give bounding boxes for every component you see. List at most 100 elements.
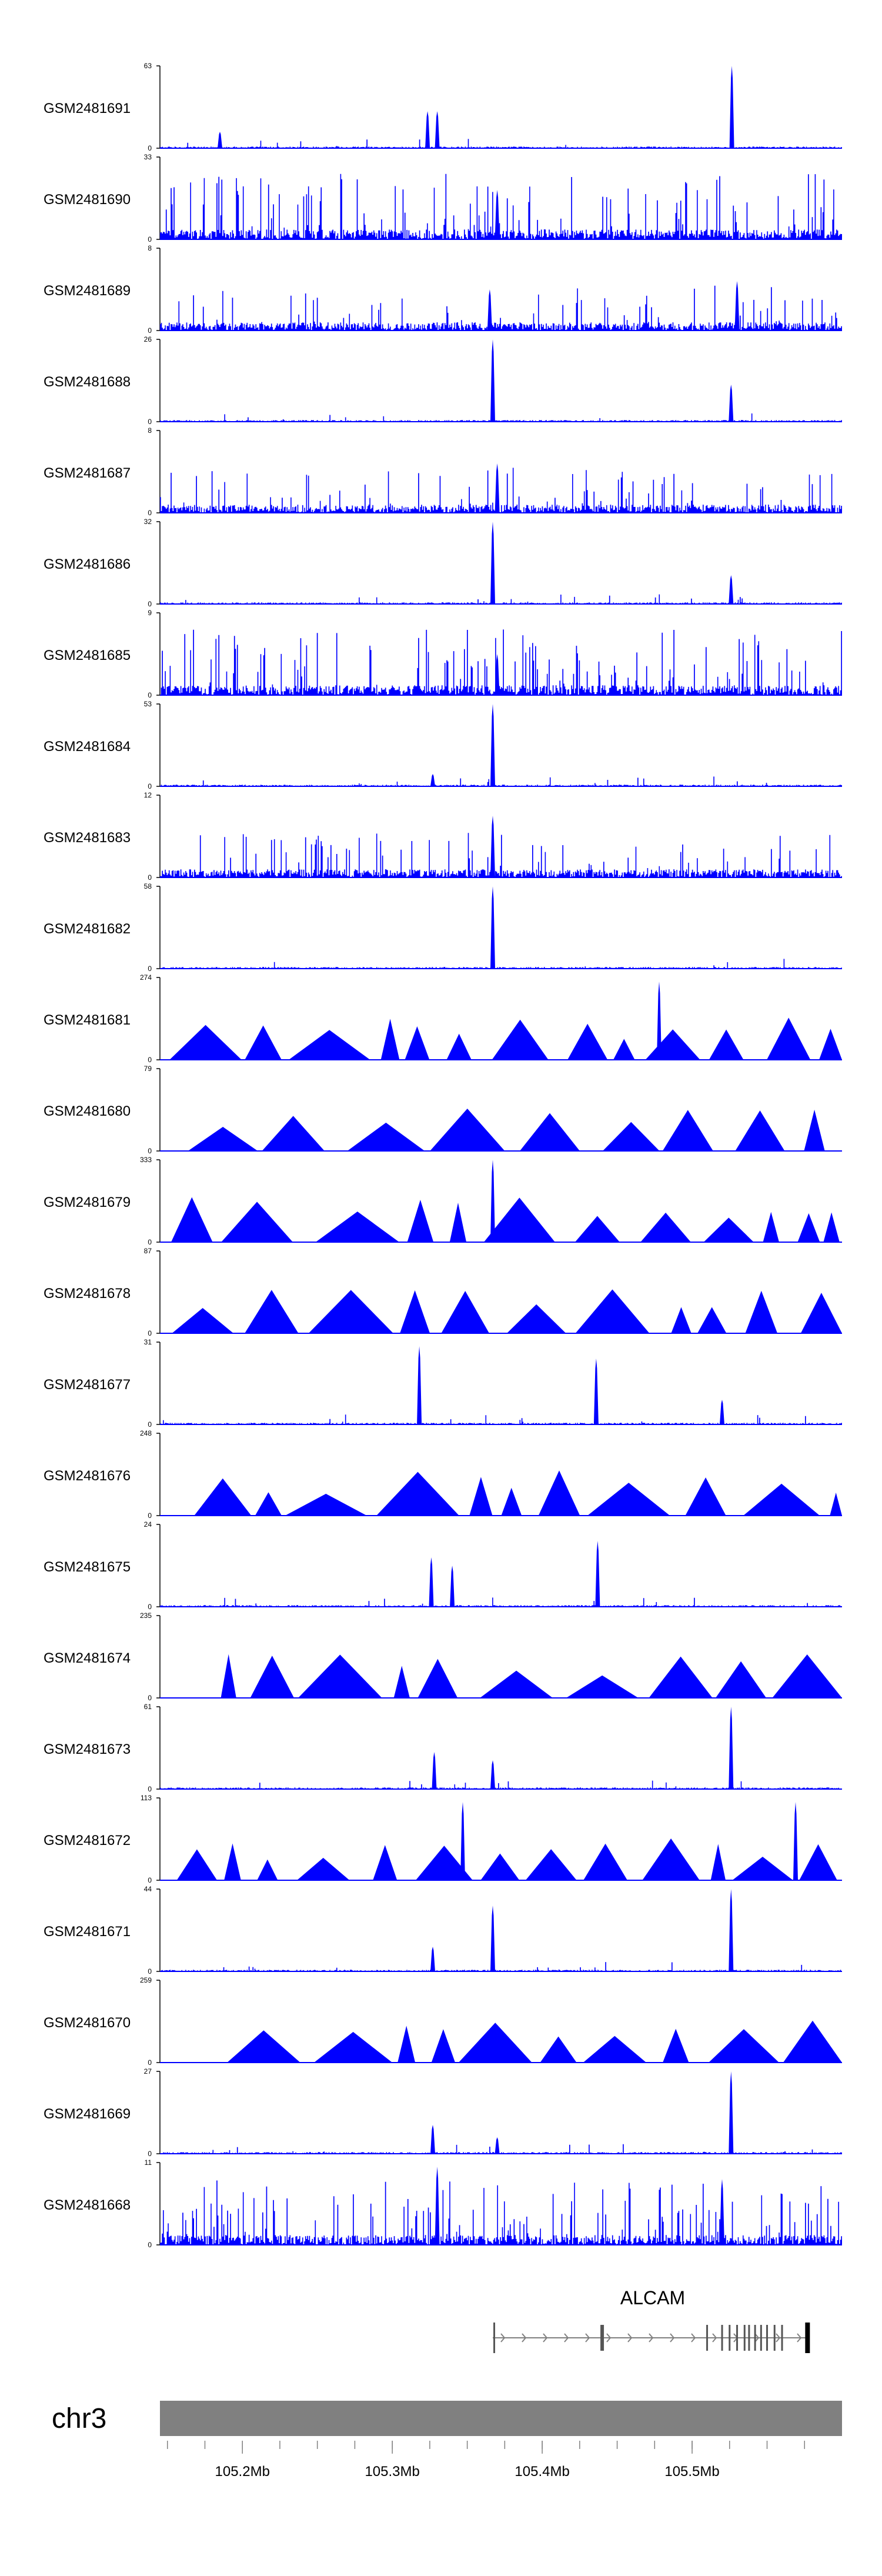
signal-peak xyxy=(490,1906,495,1971)
gene-exon xyxy=(766,2325,769,2351)
y-max-label: 79 xyxy=(144,1065,152,1073)
signal-peak xyxy=(593,1359,599,1424)
signal-peak xyxy=(429,1557,434,1607)
track-label: GSM2481679 xyxy=(44,1194,131,1210)
track-GSM2481684: GSM2481684 53 0 xyxy=(44,700,842,790)
gene-exon xyxy=(754,2325,756,2351)
y-min-label: 0 xyxy=(148,235,152,243)
y-min-label: 0 xyxy=(148,1876,152,1884)
y-min-label: 0 xyxy=(148,691,152,699)
coverage-area xyxy=(160,1962,842,1971)
track-label: GSM2481687 xyxy=(44,465,131,481)
gene-exon xyxy=(773,2325,776,2351)
coverage-area xyxy=(160,1597,842,1607)
signal-peak xyxy=(490,522,495,604)
track-label: GSM2481673 xyxy=(44,1741,131,1757)
track-label: GSM2481684 xyxy=(44,739,131,755)
signal-peak xyxy=(417,1346,422,1424)
strand-arrow xyxy=(670,2333,675,2343)
signal-tracks: GSM2481691630GSM2481690330GSM248168980GS… xyxy=(44,62,843,2249)
track-GSM2481668: GSM2481668 11 0 xyxy=(44,2158,842,2249)
track-label: GSM2481685 xyxy=(44,648,131,663)
signal-peak xyxy=(495,654,500,695)
track-GSM2481677: GSM2481677 31 0 xyxy=(44,1338,842,1429)
y-min-label: 0 xyxy=(148,965,152,973)
track-GSM2481687: GSM2481687 8 0 xyxy=(44,426,842,517)
track-label: GSM2481670 xyxy=(44,2015,131,2031)
gene-annotation-track: ALCAM xyxy=(492,2287,810,2353)
track-label: GSM2481690 xyxy=(44,192,131,208)
y-min-label: 0 xyxy=(148,1056,152,1064)
chromosome-bar xyxy=(160,2401,842,2436)
track-GSM2481678: GSM2481678 87 0 xyxy=(44,1247,842,1337)
coverage-area xyxy=(160,2180,842,2245)
strand-arrow xyxy=(691,2333,696,2343)
track-GSM2481681: GSM2481681 274 0 xyxy=(44,973,842,1064)
y-min-label: 0 xyxy=(148,2241,152,2249)
gene-exon xyxy=(760,2325,762,2351)
track-GSM2481691: GSM2481691 63 0 xyxy=(44,62,842,152)
signal-peak xyxy=(487,289,492,331)
track-label: GSM2481678 xyxy=(44,1286,131,1302)
track-label: GSM2481683 xyxy=(44,830,131,846)
track-label: GSM2481674 xyxy=(44,1650,131,1666)
track-label: GSM2481689 xyxy=(44,283,131,299)
y-max-label: 259 xyxy=(140,1976,152,1984)
track-GSM2481676: GSM2481676 248 0 xyxy=(44,1429,842,1520)
strand-arrow xyxy=(606,2333,612,2343)
y-max-label: 26 xyxy=(144,335,152,343)
coverage-area xyxy=(160,139,842,148)
y-min-label: 0 xyxy=(148,326,152,335)
signal-peak xyxy=(218,132,222,148)
signal-peak xyxy=(460,1802,465,1880)
coverage-area xyxy=(194,1470,842,1516)
signal-peak xyxy=(729,385,734,422)
y-min-label: 0 xyxy=(148,418,152,426)
strand-arrow xyxy=(754,2333,760,2343)
track-GSM2481675: GSM2481675 24 0 xyxy=(44,1520,842,1611)
signal-peak xyxy=(430,2125,435,2154)
gene-exon xyxy=(743,2325,746,2351)
y-max-label: 32 xyxy=(144,518,152,526)
coverage-area xyxy=(160,776,842,786)
coverage-area xyxy=(160,2144,842,2154)
signal-peak xyxy=(720,1400,724,1424)
coverage-area xyxy=(160,1414,842,1424)
strand-arrow xyxy=(712,2333,717,2343)
strand-arrow xyxy=(585,2333,590,2343)
track-label: GSM2481671 xyxy=(44,1924,131,1940)
signal-peak xyxy=(657,982,662,1060)
coverage-area xyxy=(160,959,842,969)
track-GSM2481682: GSM2481682 58 0 xyxy=(44,882,842,973)
y-max-label: 9 xyxy=(148,609,152,617)
signal-peak xyxy=(495,463,500,513)
y-max-label: 113 xyxy=(141,1794,152,1802)
signal-peak xyxy=(720,2179,724,2245)
gene-exon xyxy=(600,2325,604,2351)
y-max-label: 61 xyxy=(144,1703,152,1711)
signal-peak xyxy=(435,111,440,148)
track-label: GSM2481680 xyxy=(44,1103,131,1119)
x-tick-label: 105.5Mb xyxy=(664,2464,719,2480)
y-max-label: 8 xyxy=(148,426,152,435)
y-min-label: 0 xyxy=(148,1511,152,1520)
signal-peak xyxy=(793,1802,798,1880)
signal-peak xyxy=(490,704,495,786)
y-min-label: 0 xyxy=(148,600,152,608)
y-max-label: 58 xyxy=(144,882,152,890)
x-tick-label: 105.2Mb xyxy=(215,2464,270,2480)
coverage-area xyxy=(176,1838,837,1880)
y-max-label: 333 xyxy=(140,1156,152,1164)
y-min-label: 0 xyxy=(148,1329,152,1337)
strand-arrow xyxy=(797,2333,802,2343)
signal-peak xyxy=(490,1160,495,1242)
y-min-label: 0 xyxy=(148,1694,152,1702)
gene-exon xyxy=(706,2325,709,2351)
signal-peak xyxy=(425,111,430,148)
coverage-area xyxy=(160,413,842,422)
track-label: GSM2481669 xyxy=(44,2106,131,2122)
track-GSM2481683: GSM2481683 12 0 xyxy=(44,791,842,882)
track-label: GSM2481686 xyxy=(44,556,131,572)
y-min-label: 0 xyxy=(148,2058,152,2067)
gene-exon xyxy=(781,2325,783,2351)
